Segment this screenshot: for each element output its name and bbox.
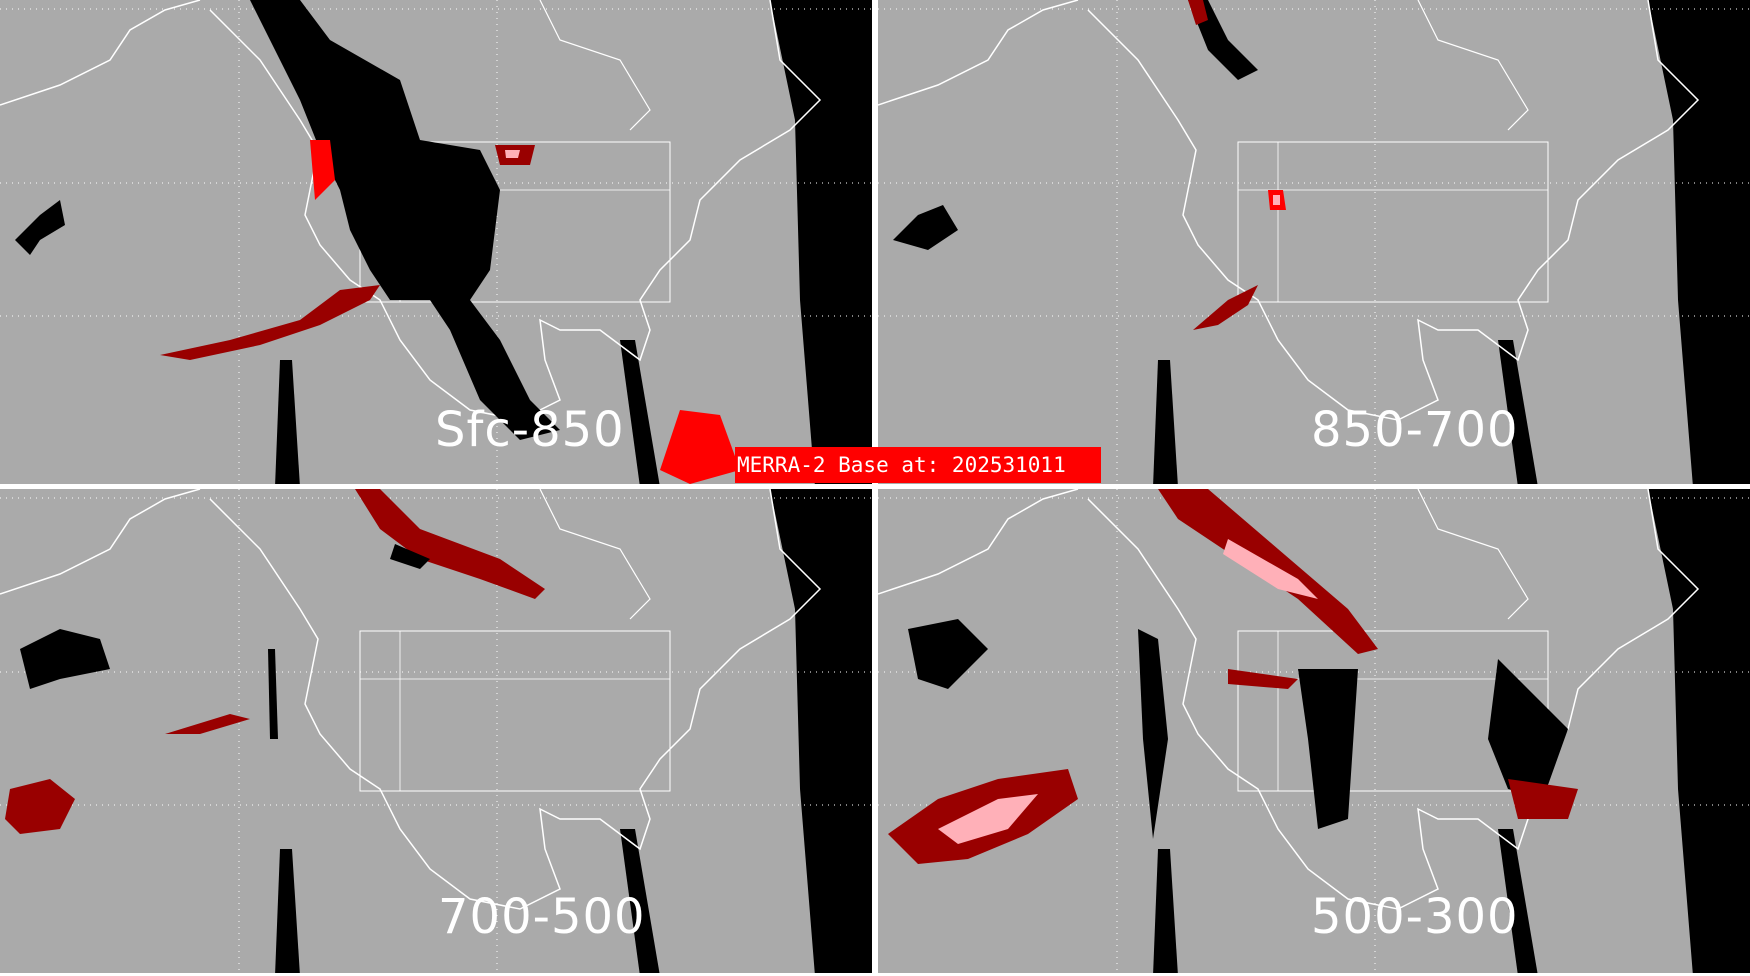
cloud-feature — [355, 489, 545, 599]
cloud-feature — [1223, 539, 1318, 599]
map-layer — [878, 0, 1750, 484]
cloud-free-region — [250, 0, 560, 440]
alaska-coastline — [878, 0, 1079, 106]
cloud-feature — [505, 150, 520, 158]
cloud-feature — [1228, 669, 1298, 689]
night-strip — [275, 360, 300, 484]
panel-label: Sfc-850 — [435, 402, 625, 458]
map-layer — [0, 489, 872, 973]
night-strip — [1498, 829, 1538, 973]
us-state-borders — [1237, 141, 1549, 303]
base-date-label: MERRA-2 Base at: 202531011 — [735, 447, 1101, 483]
cloud-free-region — [1488, 659, 1568, 799]
night-strip — [1153, 360, 1178, 484]
panel-label: 700-500 — [438, 889, 646, 945]
panel-700-500: 700-500 — [0, 489, 872, 973]
night-terminator — [770, 489, 872, 973]
night-strip — [1153, 849, 1178, 973]
atmospheric-river — [160, 285, 380, 360]
cloud-feature — [908, 619, 988, 689]
cloud-feature — [20, 629, 110, 689]
cloud-feature — [938, 794, 1038, 844]
cloud-feature — [5, 779, 75, 834]
night-strip — [275, 849, 300, 973]
us-state-borders — [359, 630, 671, 792]
night-terminator — [1648, 489, 1750, 973]
cloud-free-region — [1298, 669, 1358, 829]
north-america-coastline — [1087, 0, 1700, 421]
night-strip — [620, 340, 660, 484]
atmospheric-river — [1193, 285, 1258, 330]
panel-sfc-850: Sfc-850 — [0, 0, 872, 484]
hudson-bay-coastline — [1417, 489, 1529, 620]
cloud-feature — [893, 205, 958, 250]
cloud-feature — [310, 140, 335, 200]
hudson-bay-coastline — [539, 489, 651, 620]
alaska-coastline — [0, 489, 201, 595]
panel-850-700: 850-700 — [878, 0, 1750, 484]
night-strip — [268, 649, 278, 739]
night-strip — [620, 829, 660, 973]
north-america-coastline — [1087, 489, 1700, 910]
map-layer — [0, 0, 872, 484]
north-america-coastline — [209, 489, 822, 910]
alaska-coastline — [878, 489, 1079, 595]
cloud-feature — [165, 714, 250, 734]
night-terminator — [770, 0, 872, 484]
cloud-free-region — [1138, 629, 1168, 839]
cloud-feature — [660, 410, 740, 484]
hudson-bay-coastline — [539, 0, 651, 131]
cloud-feature — [390, 544, 430, 569]
panel-label: 500-300 — [1311, 889, 1519, 945]
alaska-coastline — [0, 0, 201, 106]
cloud-feature — [15, 200, 65, 255]
map-layer — [878, 489, 1750, 973]
cloud-feature — [1273, 195, 1280, 205]
cloud-feature — [1508, 779, 1578, 819]
night-strip — [1498, 340, 1538, 484]
north-america-coastline — [209, 0, 822, 421]
cloud-feature — [1188, 0, 1208, 25]
panel-label: 850-700 — [1311, 402, 1519, 458]
hudson-bay-coastline — [1417, 0, 1529, 131]
panel-500-300: 500-300 — [878, 489, 1750, 973]
night-terminator — [1648, 0, 1750, 484]
